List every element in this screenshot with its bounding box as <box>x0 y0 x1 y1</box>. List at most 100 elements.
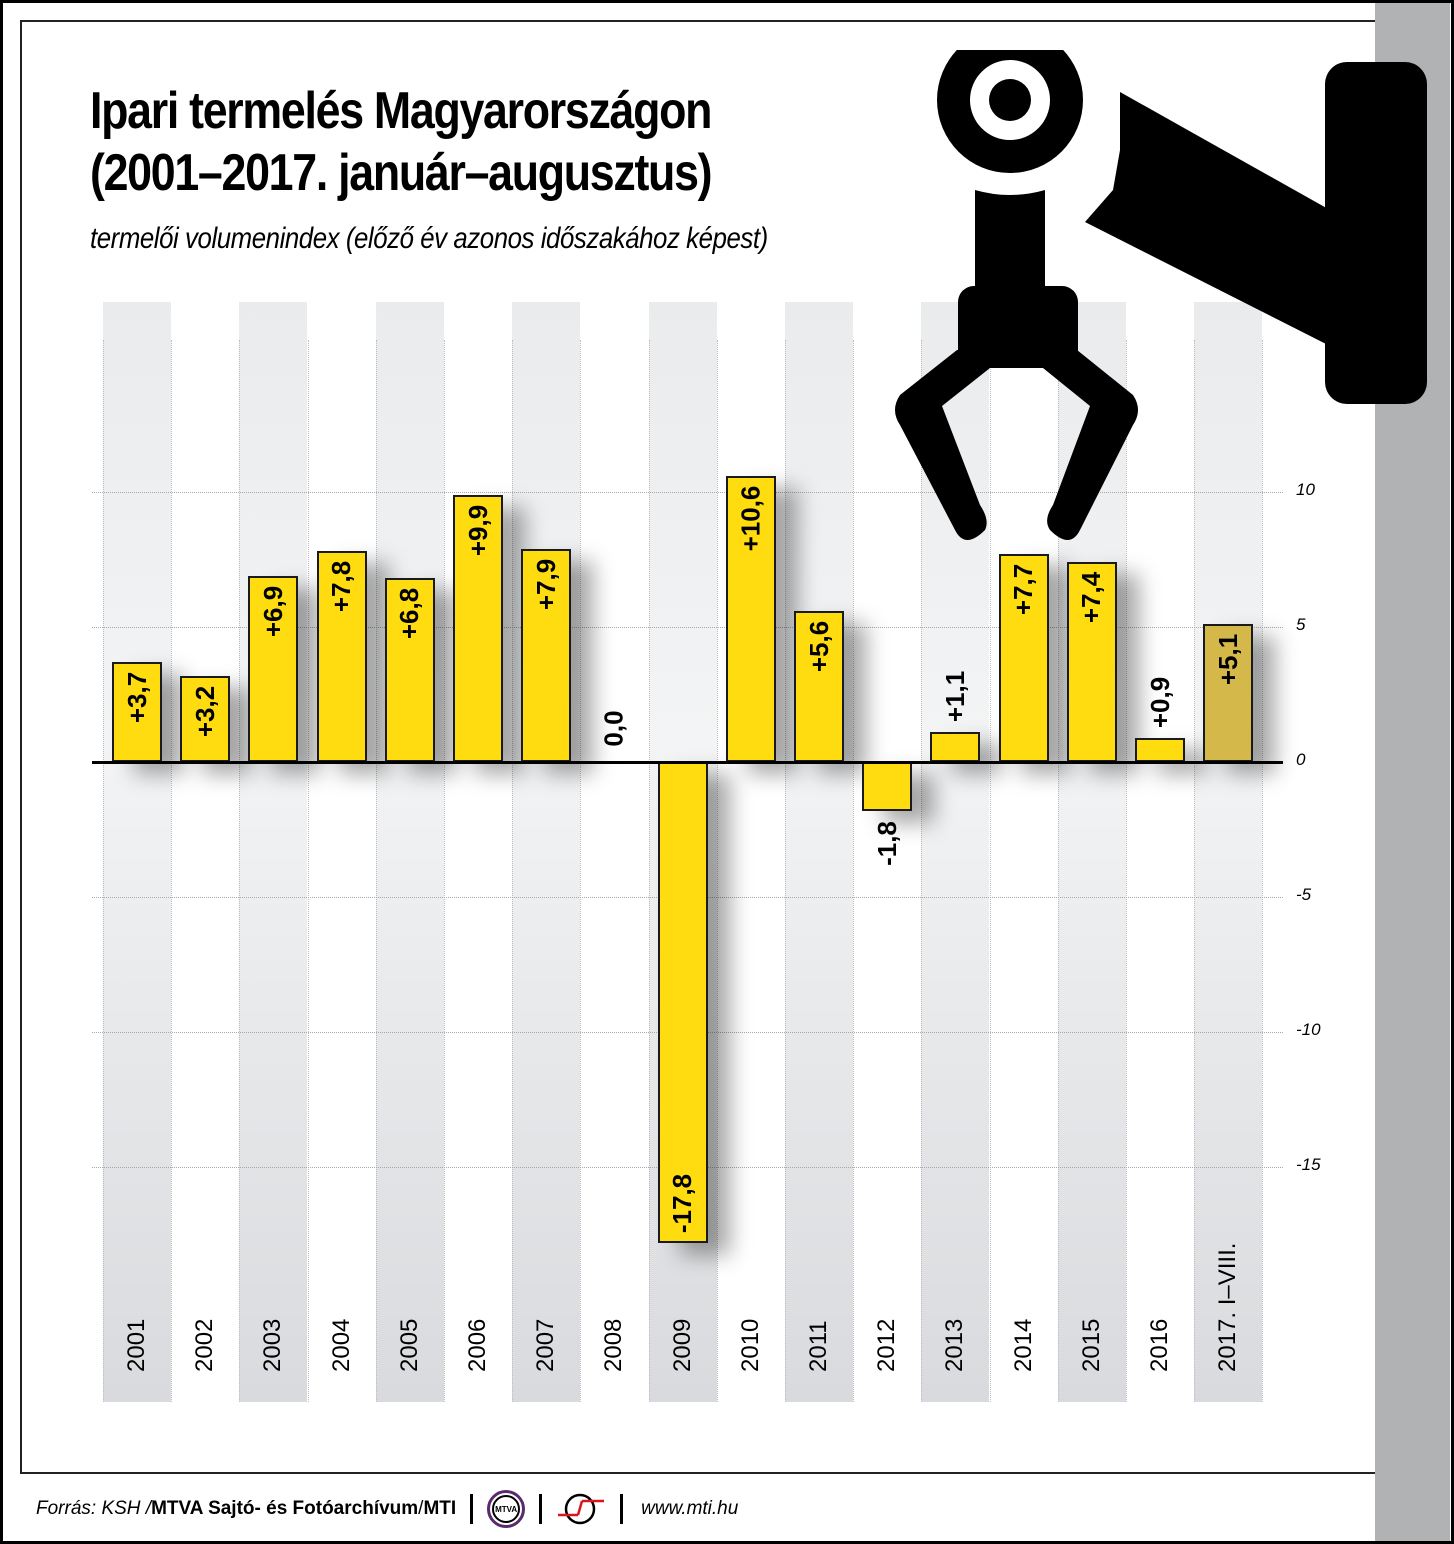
column-stripe <box>103 302 171 1402</box>
website-link[interactable]: www.mti.hu <box>641 1498 739 1519</box>
x-axis-year-label: 2007 <box>532 1318 560 1372</box>
vertical-gridline <box>171 340 172 1402</box>
bar-2017. I–VIII. <box>1203 624 1254 762</box>
x-axis-year-label: 2006 <box>464 1318 491 1372</box>
vertical-gridline <box>103 340 104 1402</box>
horizontal-gridline <box>92 492 1283 493</box>
vertical-gridline <box>580 340 581 1402</box>
vertical-gridline <box>376 340 377 1402</box>
column-stripe <box>512 302 581 1402</box>
source-mti: MTI <box>423 1498 457 1519</box>
zero-baseline <box>92 761 1283 764</box>
vertical-gridline <box>239 340 240 1402</box>
y-axis-tick-label: -15 <box>1296 1155 1321 1174</box>
vertical-gridline <box>1262 340 1263 1402</box>
bar-2002 <box>180 675 231 762</box>
x-axis-year-label: 2008 <box>600 1318 628 1372</box>
bar-2016 <box>1135 737 1185 762</box>
vertical-gridline <box>1194 340 1195 1402</box>
chart-subtitle: termelői volumenindex (előző év azonos i… <box>90 222 768 255</box>
title-line-2: (2001–2017. január–augusztus) <box>90 144 713 202</box>
x-axis-year-label: 2003 <box>259 1318 287 1372</box>
inner-frame <box>20 20 1402 1474</box>
bar-2014 <box>998 554 1049 762</box>
vertical-gridline <box>649 340 650 1402</box>
bar-2003 <box>248 575 299 762</box>
bar-2005 <box>384 578 435 762</box>
x-axis-year-label: 2004 <box>327 1318 355 1372</box>
bar-2006 <box>453 494 503 762</box>
bar-value-label: +6,9 <box>258 585 289 637</box>
footer-divider <box>470 1494 474 1524</box>
bar-2013 <box>930 732 981 762</box>
x-axis-year-label: 2009 <box>668 1318 696 1372</box>
y-axis-tick-label: -10 <box>1296 1020 1321 1039</box>
x-axis-year-label: 2002 <box>191 1318 219 1372</box>
y-axis-tick-label: -5 <box>1296 885 1312 904</box>
bar-value-label: +9,9 <box>462 504 493 556</box>
x-axis-year-label: 2016 <box>1146 1318 1173 1372</box>
mti-logo-icon <box>558 1493 605 1525</box>
bar-2004 <box>316 551 367 762</box>
bar-value-label: +7,9 <box>530 558 561 610</box>
vertical-gridline <box>921 340 922 1402</box>
bar-2007 <box>521 548 572 762</box>
bar-2012 <box>862 762 913 811</box>
bar-value-label: +7,4 <box>1076 572 1107 624</box>
column-stripe <box>375 302 444 1402</box>
bar-2010 <box>725 475 776 762</box>
bar-value-label: +10,6 <box>735 485 766 552</box>
bar-value-label: 0,0 <box>598 709 629 747</box>
vertical-gridline <box>512 340 513 1402</box>
x-axis-year-label: 2014 <box>1009 1318 1037 1372</box>
footer: Forrás: KSH / MTVA Sajtó- és Fotóarchívu… <box>36 1490 739 1528</box>
column-stripe <box>785 302 853 1402</box>
vertical-gridline <box>1126 340 1127 1402</box>
bar-value-label: +1,1 <box>940 671 971 723</box>
bar-value-label: +7,8 <box>326 561 357 613</box>
x-axis-year-label: 2013 <box>941 1318 969 1372</box>
column-stripe <box>1194 302 1263 1402</box>
bar-value-label: +3,2 <box>189 685 220 737</box>
bar-value-label: +7,7 <box>1008 563 1039 616</box>
source-prefix: Forrás: KSH / <box>36 1498 152 1519</box>
footer-divider <box>539 1494 543 1524</box>
bar-value-label: +0,9 <box>1144 676 1175 728</box>
bar-2011 <box>794 610 844 762</box>
horizontal-gridline <box>92 627 1283 628</box>
bar-2009 <box>657 762 708 1243</box>
x-axis-year-label: 2015 <box>1077 1318 1105 1372</box>
y-axis-tick-label: 0 <box>1296 750 1306 769</box>
chart-title: Ipari termelés Magyarországon (2001–2017… <box>90 80 713 204</box>
bar-2001 <box>112 662 162 762</box>
vertical-gridline <box>853 340 854 1402</box>
source-archive: MTVA Sajtó- és Fotóarchívum <box>151 1498 419 1519</box>
bar-value-label: +5,1 <box>1212 634 1243 686</box>
bar-value-label: -1,8 <box>871 820 902 866</box>
title-line-1: Ipari termelés Magyarországon <box>90 82 713 140</box>
vertical-gridline <box>717 340 718 1402</box>
vertical-gridline <box>785 340 786 1402</box>
column-stripe <box>239 302 308 1402</box>
vertical-gridline <box>308 340 309 1402</box>
bar-value-label: +3,7 <box>121 671 152 724</box>
y-axis-tick-label: 10 <box>1296 480 1315 499</box>
bar-value-label: +6,8 <box>394 588 425 640</box>
vertical-gridline <box>1058 340 1059 1402</box>
vertical-gridline <box>990 340 991 1402</box>
bar-value-label: +5,6 <box>803 620 834 672</box>
x-axis-year-label: 2005 <box>395 1318 423 1372</box>
x-axis-year-label: 2011 <box>805 1320 832 1372</box>
x-axis-year-label: 2001 <box>123 1318 150 1372</box>
bar-value-label: -17,8 <box>667 1173 698 1233</box>
footer-divider <box>620 1494 624 1524</box>
x-axis-year-label: 2017. I–VIII. <box>1214 1242 1242 1372</box>
mtva-logo-text: MTVA <box>492 1495 521 1523</box>
bar-2015 <box>1066 562 1117 762</box>
source-separator: / <box>418 1498 424 1519</box>
vertical-gridline <box>444 340 445 1402</box>
x-axis-year-label: 2012 <box>873 1318 901 1372</box>
robot-arm-icon <box>895 50 1427 540</box>
mtva-logo-icon: MTVA <box>487 1490 526 1528</box>
